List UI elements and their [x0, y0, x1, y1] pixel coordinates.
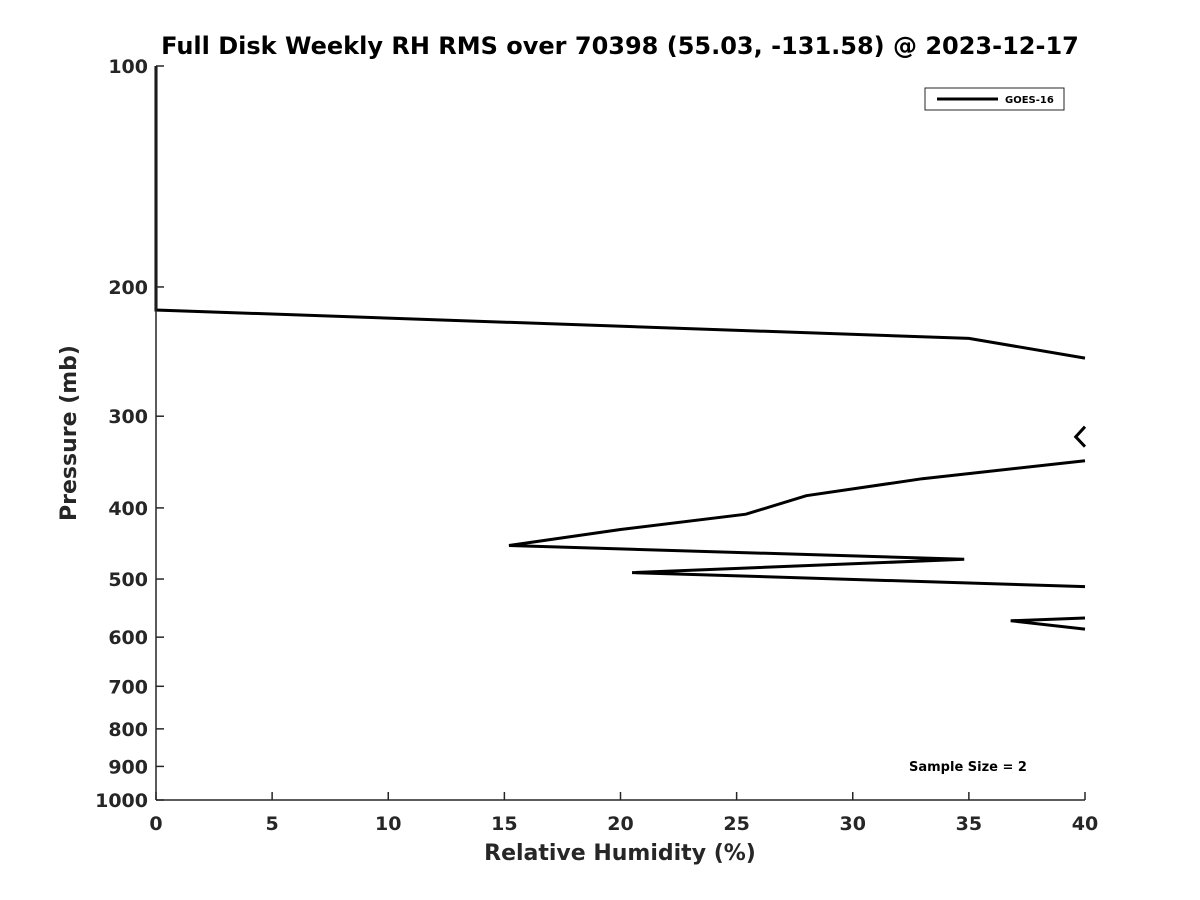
legend: GOES-16 [924, 87, 1065, 111]
y-tick-label: 500 [108, 569, 148, 591]
sample-size-annotation: Sample Size = 2 [909, 760, 1027, 775]
x-tick-label: 40 [1072, 813, 1098, 835]
x-axis-label: Relative Humidity (%) [484, 841, 756, 866]
x-tick-label: 10 [375, 813, 401, 835]
y-tick-label: 1000 [95, 790, 148, 812]
y-tick-label: 800 [108, 719, 148, 741]
x-tick-label: 20 [607, 813, 633, 835]
y-tick-label: 400 [108, 498, 148, 520]
series-line-segment [1010, 616, 1086, 631]
series-line-segment [1073, 425, 1087, 448]
y-tick-label: 900 [108, 756, 148, 778]
y-tick-label: 300 [108, 406, 148, 428]
y-tick-label: 600 [108, 627, 148, 649]
y-tick-label: 700 [108, 676, 148, 698]
x-tick-label: 0 [149, 813, 162, 835]
legend-label: GOES-16 [1005, 95, 1054, 106]
axes [155, 66, 1085, 801]
x-tick-label: 5 [266, 813, 279, 835]
x-ticks: 0 5 10 15 20 25 30 35 40 [149, 792, 1098, 835]
x-tick-label: 35 [956, 813, 982, 835]
x-tick-label: 15 [491, 813, 517, 835]
y-axis-label: Pressure (mb) [57, 345, 82, 521]
plot-lines [154, 66, 1087, 631]
x-tick-label: 25 [723, 813, 749, 835]
series-line-segment [508, 459, 1086, 589]
chart-title: Full Disk Weekly RH RMS over 70398 (55.0… [161, 32, 1079, 60]
y-tick-label: 100 [108, 56, 148, 78]
y-ticks: 100 200 300 400 500 600 700 800 900 1000 [95, 56, 164, 812]
x-tick-label: 30 [840, 813, 866, 835]
y-tick-label: 200 [108, 277, 148, 299]
